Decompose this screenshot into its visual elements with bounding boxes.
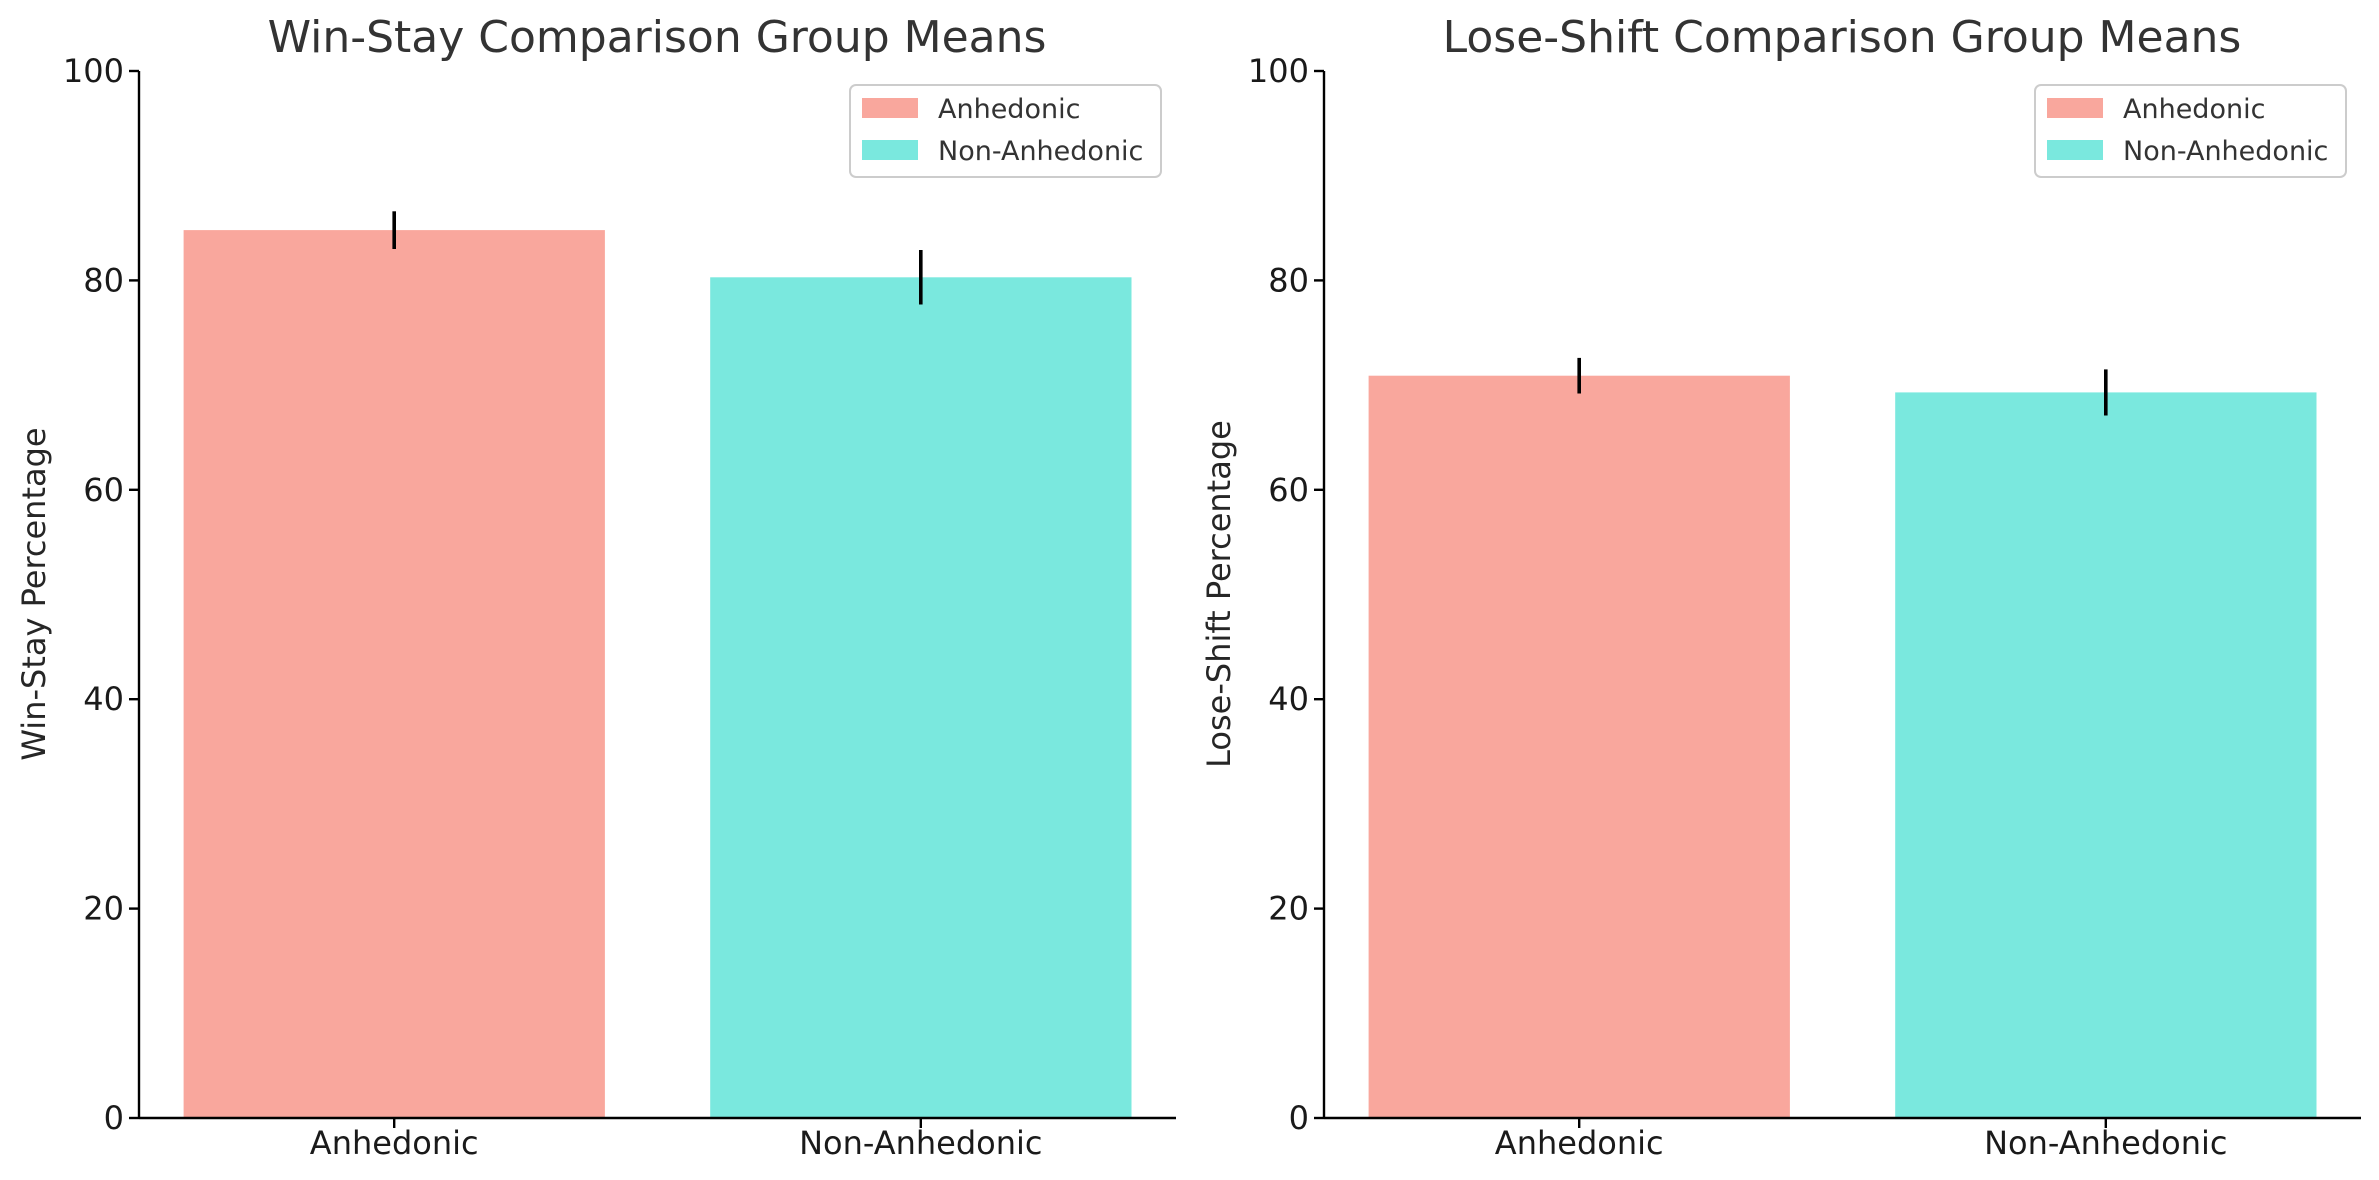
bar-non-anhedonic: [710, 277, 1132, 1118]
legend-label-anhedonic: Anhedonic: [938, 94, 1080, 125]
errorbars-layer: [392, 211, 923, 305]
y-tick-label: 40: [1268, 680, 1309, 718]
legend-swatch-non-anhedonic: [2047, 140, 2103, 160]
chart-title: Win-Stay Comparison Group Means: [268, 12, 1047, 63]
x-tick-label-non-anhedonic: Non-Anhedonic: [799, 1124, 1042, 1162]
y-ticks-layer: 0 20 40 60 80 100: [1248, 52, 1324, 1137]
x-ticks-layer: Anhedonic Non-Anhedonic: [1495, 1118, 2228, 1162]
y-tick-label: 60: [83, 471, 124, 509]
legend-label-non-anhedonic: Non-Anhedonic: [938, 136, 1143, 167]
y-tick-label: 80: [83, 261, 124, 299]
y-tick-label: 0: [104, 1099, 124, 1137]
y-tick-label: 100: [1248, 52, 1309, 90]
x-tick-label-non-anhedonic: Non-Anhedonic: [1984, 1124, 2227, 1162]
legend-swatch-anhedonic: [2047, 98, 2103, 118]
chart-lose-shift: 0 20 40 60 80 100 Anhedonic Non-Anhedonic Lose…: [1200, 12, 2361, 1162]
x-ticks-layer: Anhedonic Non-Anhedonic: [310, 1118, 1043, 1162]
legend-swatch-non-anhedonic: [862, 140, 918, 160]
chart-win-stay: 0 20 40 60 80 100 Anhedonic Non-Anhedonic Win-…: [15, 12, 1176, 1162]
bar-non-anhedonic: [1895, 392, 2317, 1118]
errorbars-layer: [1577, 357, 2108, 416]
legend-frame: [849, 84, 1162, 178]
y-axis-label: Win-Stay Percentage: [15, 427, 53, 760]
y-tick-label: 60: [1268, 471, 1309, 509]
y-tick-label: 20: [1268, 890, 1309, 928]
legend-label-non-anhedonic: Non-Anhedonic: [2123, 136, 2328, 167]
legend-swatch-anhedonic: [862, 98, 918, 118]
legend: Anhedonic Non-Anhedonic: [2034, 84, 2347, 178]
y-tick-label: 0: [1289, 1099, 1309, 1137]
bars-layer: [183, 230, 1132, 1119]
legend: Anhedonic Non-Anhedonic: [849, 84, 1162, 178]
y-tick-label: 100: [63, 52, 124, 90]
y-tick-label: 80: [1268, 261, 1309, 299]
bar-anhedonic: [183, 230, 605, 1119]
legend-frame: [2034, 84, 2347, 178]
chart-title: Lose-Shift Comparison Group Means: [1443, 12, 2242, 63]
bar-anhedonic: [1368, 375, 1790, 1118]
bars-layer: [1368, 375, 2317, 1118]
y-tick-label: 20: [83, 890, 124, 928]
y-axis-label: Lose-Shift Percentage: [1200, 420, 1238, 768]
legend-label-anhedonic: Anhedonic: [2123, 94, 2265, 125]
y-ticks-layer: 0 20 40 60 80 100: [63, 52, 139, 1137]
x-tick-label-anhedonic: Anhedonic: [310, 1124, 479, 1162]
y-tick-label: 40: [83, 680, 124, 718]
x-tick-label-anhedonic: Anhedonic: [1495, 1124, 1664, 1162]
